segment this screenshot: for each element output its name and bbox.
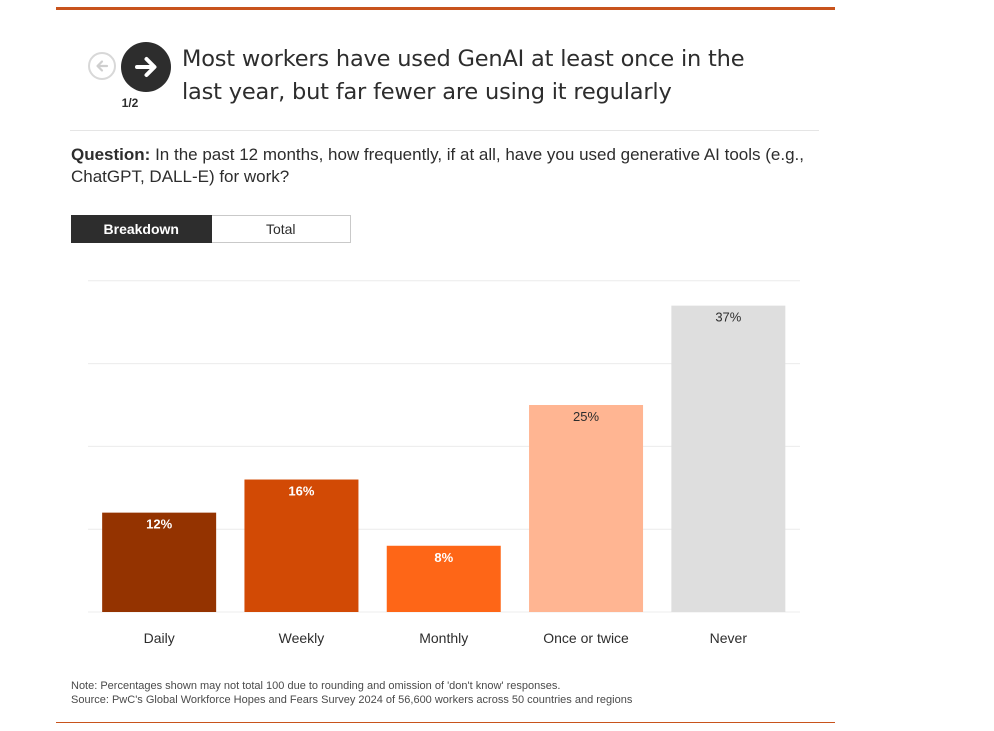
- footnote: Note: Percentages shown may not total 10…: [71, 679, 831, 707]
- x-tick-label: Monthly: [419, 630, 468, 646]
- chart-title: Most workers have used GenAI at least on…: [182, 46, 745, 105]
- bar-value-label: 37%: [715, 310, 741, 325]
- arrow-right-icon: [132, 53, 160, 81]
- top-accent-rule: [56, 7, 835, 10]
- total-tab[interactable]: Total: [211, 215, 351, 243]
- bar-never: [671, 305, 786, 612]
- view-toggle: Breakdown Total: [71, 215, 351, 243]
- next-button[interactable]: [121, 42, 171, 92]
- bottom-accent-rule: [56, 722, 835, 723]
- breakdown-tab[interactable]: Breakdown: [71, 215, 212, 243]
- title-divider: [70, 130, 819, 131]
- bar-value-label: 12%: [146, 517, 172, 532]
- bar-weekly: [244, 479, 359, 612]
- question-body: In the past 12 months, how frequently, i…: [71, 145, 804, 186]
- bar-once-or-twice: [529, 405, 644, 612]
- question-text: Question: In the past 12 months, how fre…: [71, 144, 821, 188]
- bar-monthly: [386, 545, 501, 612]
- x-tick-label: Weekly: [279, 630, 325, 646]
- x-tick-label: Daily: [144, 630, 175, 646]
- arrow-left-icon: [94, 58, 110, 74]
- previous-button[interactable]: [88, 52, 116, 80]
- footnote-source: Source: PwC's Global Workforce Hopes and…: [71, 694, 633, 706]
- bar-value-label: 25%: [573, 409, 599, 424]
- page-indicator: 1/2: [121, 96, 139, 110]
- x-tick-label: Once or twice: [543, 630, 629, 646]
- bar-value-label: 16%: [288, 484, 314, 499]
- bar-daily: [102, 512, 217, 612]
- bar-value-label: 8%: [434, 550, 453, 565]
- x-tick-label: Never: [710, 630, 748, 646]
- footnote-note: Note: Percentages shown may not total 10…: [71, 680, 561, 692]
- question-label: Question:: [71, 145, 151, 164]
